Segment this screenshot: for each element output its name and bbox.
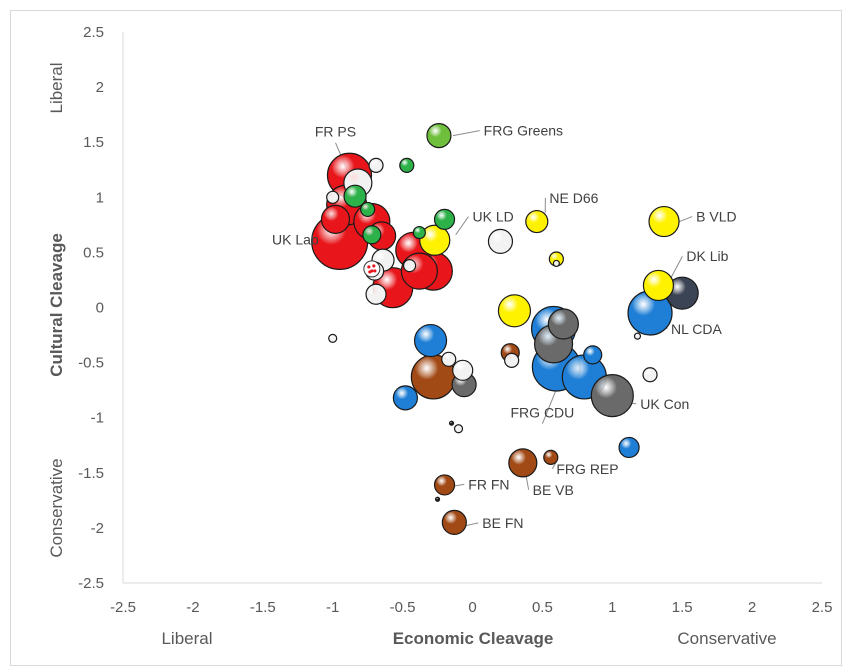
bubble <box>426 122 452 149</box>
bubble <box>648 205 680 238</box>
y-tick-label: 2 <box>96 79 104 96</box>
bubble-dot <box>372 264 376 268</box>
bubble <box>412 225 426 240</box>
bubbles <box>311 122 699 535</box>
y-tick-label: 2.5 <box>83 24 104 41</box>
x-tick-label: -2.5 <box>110 599 136 616</box>
y-tick-label: -2.5 <box>78 575 104 592</box>
bubble <box>525 209 549 234</box>
bubble <box>365 283 387 305</box>
x-tick-labels: -2.5 -2 -1.5 -1 -0.5 0 0.5 1 1.5 2 2.5 <box>110 599 832 616</box>
annotation-label: FRG REP <box>556 461 618 477</box>
annotation-label: NE D66 <box>549 190 598 206</box>
annotation-label: FR PS <box>315 124 356 140</box>
x-tick-label: 2 <box>748 599 756 616</box>
bubble <box>328 333 338 343</box>
bubble <box>402 259 417 273</box>
y-tick-label: -0.5 <box>78 355 104 372</box>
x-tick-label: -1 <box>326 599 339 616</box>
bubble <box>452 359 474 381</box>
y-tick-labels: 2.5 2 1.5 1 0.5 0 -0.5 -1 -1.5 -2 -2.5 <box>78 24 104 592</box>
bubble <box>497 294 532 328</box>
x-tick-label: 2.5 <box>812 599 833 616</box>
x-tick-label: 0.5 <box>532 599 553 616</box>
bubble <box>360 201 376 218</box>
bubble <box>441 351 457 367</box>
annotation-leader <box>670 255 683 278</box>
bubble <box>633 332 642 340</box>
bubble <box>448 420 455 426</box>
y-tick-label: 1.5 <box>83 134 104 151</box>
y-tick-label: -2 <box>91 520 104 537</box>
bubble-dot <box>367 265 371 269</box>
bubble-dot <box>368 270 372 274</box>
x-tick-label: 1 <box>608 599 616 616</box>
annotation-labels: FR PS FRG Greens NE D66 B VLD UK LD UK Lab DK … <box>272 123 737 531</box>
bubble <box>368 157 384 173</box>
bubble <box>590 374 634 418</box>
bubble <box>363 260 381 278</box>
bubble <box>413 323 448 358</box>
x-tick-label: 1.5 <box>672 599 693 616</box>
bubble <box>642 367 658 383</box>
bubble <box>362 225 382 245</box>
bubble <box>508 448 538 478</box>
annotation-label: FRG Greens <box>484 123 563 139</box>
y-axis-title: Cultural Cleavage <box>47 233 66 377</box>
bubble <box>547 308 579 340</box>
bubble-dot <box>373 269 377 273</box>
annotation-label: UK Lab <box>272 232 319 248</box>
x-tick-label: -0.5 <box>390 599 416 616</box>
annotation-label: FR FN <box>468 476 509 492</box>
bubble <box>552 259 560 268</box>
annotation-label: BE FN <box>482 515 523 531</box>
bubble <box>642 269 675 302</box>
y-axis-low-label: Conservative <box>47 458 66 557</box>
y-tick-label: -1.5 <box>78 465 104 482</box>
y-axis-high-label: Liberal <box>47 62 66 113</box>
bubble <box>434 496 441 502</box>
bubble <box>320 204 351 234</box>
annotation-leader <box>679 216 693 223</box>
bubble <box>399 157 415 173</box>
x-axis-high-label: Conservative <box>677 629 776 648</box>
bubble <box>583 345 603 365</box>
annotation-leader <box>465 522 479 527</box>
annotation-label: DK Lib <box>686 248 728 264</box>
bubble <box>618 436 640 459</box>
bubble <box>543 449 559 465</box>
y-tick-label: 0.5 <box>83 244 104 261</box>
bubble <box>326 190 340 204</box>
x-tick-label: 0 <box>468 599 476 616</box>
x-tick-label: -2 <box>186 599 199 616</box>
annotation-label: NL CDA <box>671 321 722 337</box>
annotation-leader <box>454 483 465 487</box>
annotation-leader <box>452 130 480 137</box>
bubble <box>433 474 456 496</box>
bubble <box>392 385 418 411</box>
y-tick-label: -1 <box>91 410 104 427</box>
bubble <box>453 424 464 434</box>
x-axis-low-label: Liberal <box>161 629 212 648</box>
annotation-label: FRG CDU <box>511 405 575 421</box>
bubble <box>419 224 451 256</box>
annotation-label: UK LD <box>473 209 514 225</box>
annotation-label: BE VB <box>533 482 574 498</box>
x-axis-title: Economic Cleavage <box>393 629 554 648</box>
bubble <box>343 184 367 208</box>
x-tick-label: -1.5 <box>250 599 276 616</box>
bubble <box>441 509 467 535</box>
bubble <box>433 208 456 230</box>
bubble <box>487 228 514 254</box>
annotation-label: B VLD <box>696 209 736 225</box>
bubble <box>504 352 520 368</box>
annotation-label: UK Con <box>640 396 689 412</box>
annotation-leader <box>455 216 469 236</box>
y-tick-label: 0 <box>96 300 104 317</box>
y-tick-label: 1 <box>96 189 104 206</box>
